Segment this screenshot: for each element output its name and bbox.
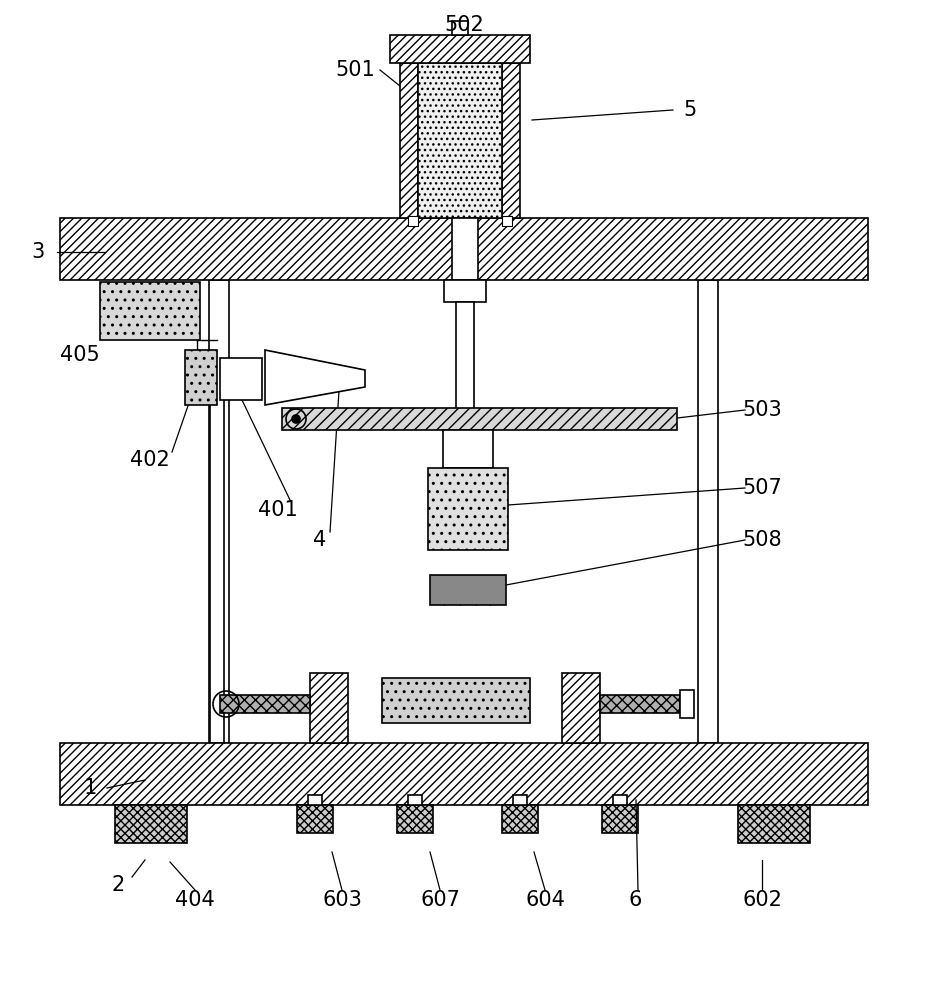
Bar: [427, 468, 507, 550]
Bar: [600, 695, 679, 713]
Bar: [737, 805, 809, 843]
Bar: [455, 302, 474, 420]
Text: 604: 604: [525, 890, 565, 910]
Bar: [502, 805, 538, 833]
Bar: [443, 280, 486, 302]
Bar: [115, 805, 187, 843]
Bar: [100, 282, 200, 340]
Text: 3: 3: [32, 242, 44, 262]
Polygon shape: [265, 350, 364, 405]
Text: 5: 5: [682, 100, 696, 120]
Text: 405: 405: [60, 345, 100, 365]
Bar: [389, 35, 529, 63]
Bar: [60, 743, 867, 805]
Bar: [451, 218, 477, 280]
Text: 4: 4: [313, 530, 326, 550]
Text: 602: 602: [742, 890, 781, 910]
Bar: [502, 63, 519, 218]
Bar: [613, 795, 627, 805]
Bar: [442, 430, 492, 468]
Bar: [408, 795, 422, 805]
Circle shape: [292, 415, 299, 423]
Bar: [397, 805, 433, 833]
Bar: [220, 695, 310, 713]
Text: 401: 401: [258, 500, 298, 520]
Text: 6: 6: [628, 890, 641, 910]
Bar: [310, 673, 348, 743]
Bar: [60, 218, 867, 280]
Bar: [697, 280, 717, 743]
Text: 404: 404: [175, 890, 215, 910]
Bar: [679, 690, 693, 718]
Text: 607: 607: [420, 890, 460, 910]
Bar: [408, 216, 417, 226]
Bar: [451, 21, 467, 35]
Bar: [562, 673, 600, 743]
Text: 502: 502: [444, 15, 483, 35]
Bar: [400, 63, 417, 218]
Bar: [602, 805, 638, 833]
Text: 603: 603: [322, 890, 362, 910]
Text: 501: 501: [335, 60, 375, 80]
Bar: [209, 280, 229, 743]
Bar: [382, 678, 529, 723]
Text: 507: 507: [742, 478, 781, 498]
Text: 402: 402: [130, 450, 170, 470]
Bar: [220, 358, 261, 400]
Bar: [308, 795, 322, 805]
Text: 503: 503: [742, 400, 781, 420]
Bar: [297, 805, 333, 833]
Text: 508: 508: [742, 530, 781, 550]
Bar: [513, 795, 527, 805]
Bar: [184, 350, 217, 405]
Text: 1: 1: [83, 778, 96, 798]
Bar: [451, 420, 477, 430]
Bar: [502, 216, 512, 226]
Bar: [282, 408, 677, 430]
Bar: [429, 575, 505, 605]
Text: 2: 2: [111, 875, 124, 895]
Bar: [417, 63, 502, 218]
